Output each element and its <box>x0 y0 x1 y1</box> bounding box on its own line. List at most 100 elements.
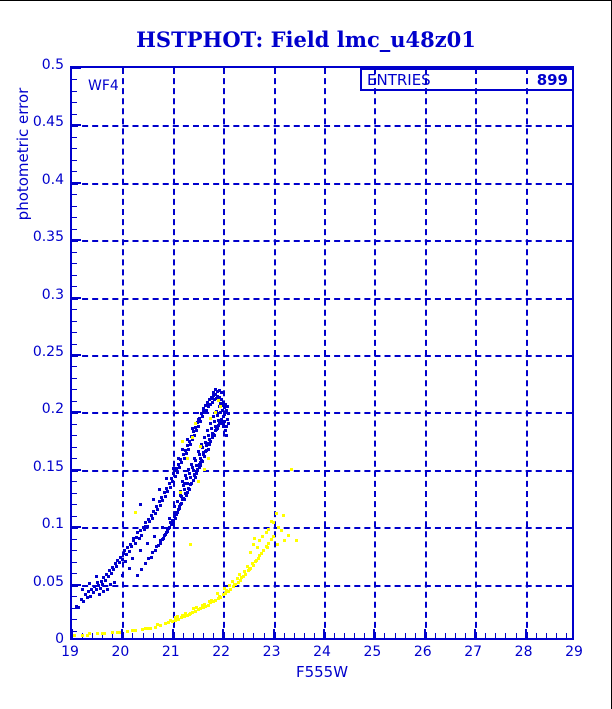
data-point <box>183 615 187 619</box>
data-point <box>174 467 178 471</box>
gridline-vertical <box>172 68 175 638</box>
data-point <box>182 498 186 502</box>
data-point <box>182 456 186 460</box>
data-point <box>194 459 198 463</box>
data-point <box>191 466 195 469</box>
data-point <box>95 632 99 636</box>
gridline-vertical <box>122 68 125 638</box>
y-axis-minor-tick <box>72 550 77 552</box>
data-point <box>131 539 135 543</box>
x-axis-minor-tick <box>162 633 164 638</box>
data-point <box>255 558 259 562</box>
data-point <box>214 392 218 396</box>
data-point <box>205 408 209 412</box>
data-point <box>215 425 219 429</box>
data-point <box>189 435 193 438</box>
y-axis-minor-tick <box>72 286 77 288</box>
data-point <box>156 508 160 512</box>
y-axis-tick-label: 0.25 <box>32 344 64 360</box>
data-point <box>215 592 219 596</box>
data-point <box>198 466 201 469</box>
x-axis-minor-tick <box>192 633 194 638</box>
data-point <box>180 501 184 505</box>
data-point <box>206 433 210 437</box>
data-point <box>73 633 77 637</box>
data-point <box>140 533 144 537</box>
y-axis-minor-tick <box>72 309 77 311</box>
data-point <box>163 533 167 537</box>
data-point <box>158 487 162 491</box>
data-point <box>202 468 206 472</box>
x-axis-minor-tick <box>92 633 94 638</box>
data-point <box>154 548 158 552</box>
data-point <box>214 599 218 603</box>
data-point <box>152 509 156 513</box>
data-point <box>267 527 271 531</box>
chip-label: WF4 <box>88 78 119 94</box>
data-point <box>261 534 264 538</box>
y-axis-minor-tick <box>72 102 77 104</box>
data-point <box>183 611 187 615</box>
data-point <box>203 410 207 414</box>
data-point <box>269 538 273 542</box>
data-point <box>197 424 200 428</box>
data-point <box>210 397 214 401</box>
y-axis-minor-tick <box>72 355 77 356</box>
data-point <box>217 423 221 427</box>
data-point <box>148 626 152 630</box>
data-point <box>171 518 175 522</box>
data-point <box>157 500 161 504</box>
y-axis-minor-tick <box>72 458 77 460</box>
y-axis-minor-tick <box>72 630 77 632</box>
page-edge-top <box>0 0 612 1</box>
data-point <box>211 433 215 437</box>
x-axis-minor-tick <box>273 633 275 638</box>
data-point <box>242 570 246 574</box>
data-point <box>202 602 206 606</box>
x-axis-tick <box>72 104 74 113</box>
data-point <box>221 404 225 407</box>
data-point <box>168 485 172 489</box>
data-point <box>165 530 169 534</box>
x-axis-minor-tick <box>404 633 406 638</box>
data-point <box>198 416 201 420</box>
data-point <box>116 558 120 562</box>
x-axis-minor-tick <box>384 633 386 638</box>
x-axis-minor-tick <box>283 633 285 638</box>
data-point <box>174 516 178 520</box>
x-axis-minor-tick <box>424 633 426 638</box>
data-point <box>199 443 203 447</box>
data-point <box>176 500 180 504</box>
x-axis-minor-tick <box>434 633 436 638</box>
data-point <box>143 524 147 528</box>
gridline-horizontal <box>72 469 572 472</box>
x-axis-minor-tick <box>525 633 527 638</box>
data-point <box>186 456 190 460</box>
data-point <box>211 436 215 440</box>
y-axis-minor-tick <box>72 561 77 563</box>
data-point <box>188 443 192 447</box>
data-point <box>252 537 256 541</box>
data-point <box>113 580 117 584</box>
data-point <box>200 446 204 450</box>
y-axis-tick-label: 0.4 <box>41 171 64 188</box>
data-point <box>165 486 169 490</box>
data-point <box>204 604 208 608</box>
gridline-horizontal <box>72 584 572 587</box>
data-point <box>207 405 211 409</box>
data-point <box>126 546 130 550</box>
data-point <box>130 556 134 560</box>
data-point <box>170 523 174 527</box>
data-point <box>114 564 118 568</box>
y-axis-tick-label: 0.05 <box>32 573 64 590</box>
data-point <box>219 595 223 599</box>
data-point <box>266 546 270 550</box>
data-point <box>130 629 134 633</box>
data-point <box>103 578 107 582</box>
x-axis-minor-tick <box>455 633 457 638</box>
data-point <box>178 466 182 469</box>
data-point <box>274 511 278 515</box>
x-axis-tick <box>72 77 74 86</box>
data-point <box>232 583 236 587</box>
data-point <box>214 428 218 432</box>
